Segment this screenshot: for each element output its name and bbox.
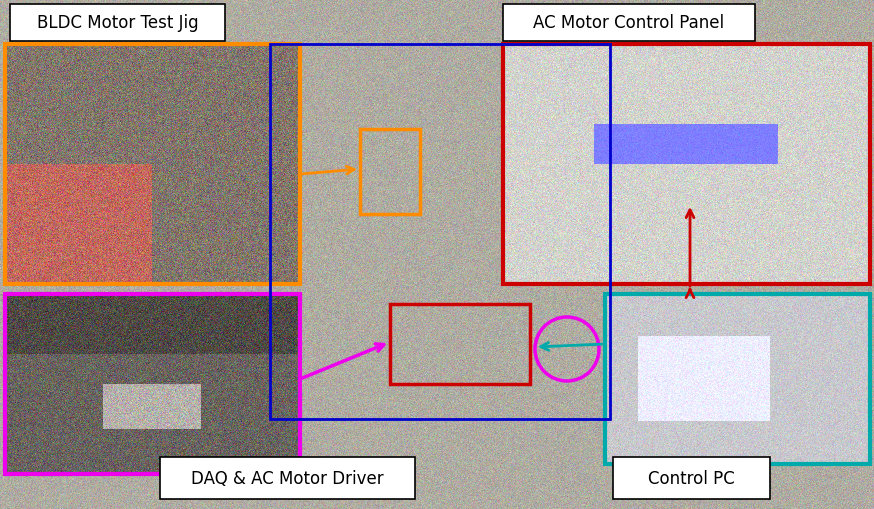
Bar xyxy=(503,45,870,285)
Bar xyxy=(390,304,530,384)
Text: BLDC Motor Test Jig: BLDC Motor Test Jig xyxy=(37,14,198,33)
Bar xyxy=(270,45,610,419)
Bar xyxy=(360,130,420,215)
Bar xyxy=(503,5,755,42)
Text: AC Motor Control Panel: AC Motor Control Panel xyxy=(533,14,725,33)
Bar xyxy=(160,457,415,499)
Bar xyxy=(10,5,225,42)
Bar xyxy=(605,294,870,464)
Bar xyxy=(5,294,300,474)
Bar xyxy=(613,457,770,499)
Text: DAQ & AC Motor Driver: DAQ & AC Motor Driver xyxy=(191,469,384,487)
Bar xyxy=(5,45,300,285)
Text: Control PC: Control PC xyxy=(649,469,735,487)
